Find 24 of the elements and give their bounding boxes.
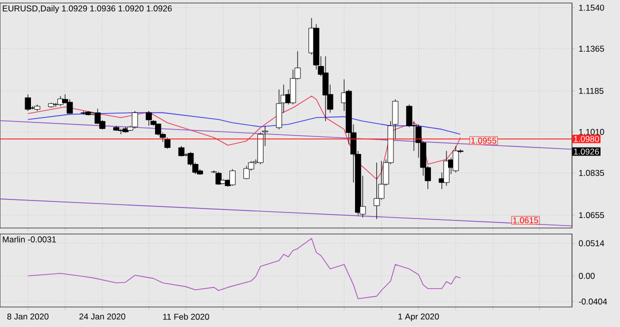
y-tick-label: -0.0404 xyxy=(578,298,608,305)
annotation: 1.0955 xyxy=(471,138,496,144)
x-tick-label: 11 Feb 2020 xyxy=(163,314,210,320)
text: 1.0926 xyxy=(574,148,599,155)
y-tick-label: 0.00 xyxy=(578,272,595,279)
line-series xyxy=(28,238,461,300)
y-tick-label: 0.0514 xyxy=(578,240,604,246)
candlestick xyxy=(178,146,184,157)
x-tick-label: 8 Jan 2020 xyxy=(7,314,49,320)
candlestick xyxy=(24,94,31,112)
y-tick-label: 1.0835 xyxy=(579,170,604,176)
chart-title: EURUSD,Daily 1.0929 1.0936 1.0920 1.0926 xyxy=(2,5,172,14)
ref-line-label: 1.0980 xyxy=(574,136,599,142)
line-series xyxy=(28,96,461,180)
x-tick-label: 24 Jan 2020 xyxy=(79,314,126,320)
candlestick xyxy=(229,168,236,186)
y-tick-label: 1.0655 xyxy=(579,212,604,218)
x-tick-label: 1 Apr 2020 xyxy=(398,314,439,322)
y-tick-label: 1.1365 xyxy=(579,46,604,52)
y-tick-label: 1.1540 xyxy=(579,4,604,11)
y-tick-label: 1.1185 xyxy=(579,88,604,94)
annotation: 1.0615 xyxy=(513,217,538,224)
y-tick-label: 1.1010 xyxy=(579,128,604,135)
chart-title: Marlin -0.0031 xyxy=(2,236,56,242)
